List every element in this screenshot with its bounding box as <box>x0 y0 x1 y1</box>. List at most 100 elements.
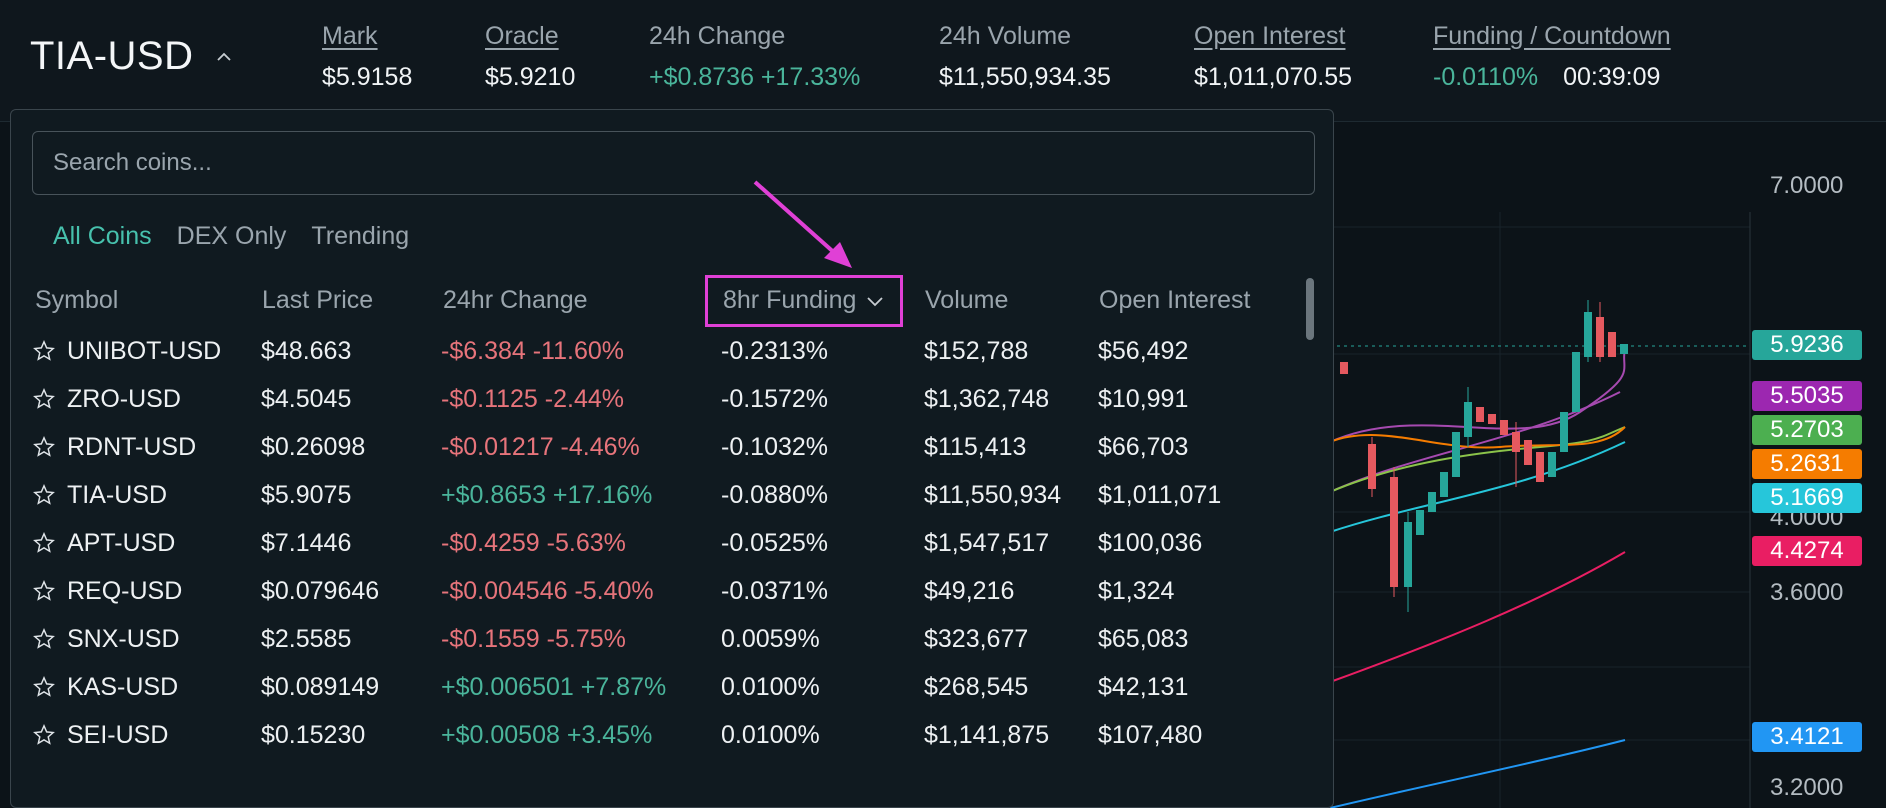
axis-label: 3.6000 <box>1770 579 1844 606</box>
cell-8hr-funding: 0.0100% <box>721 721 820 749</box>
cell-24hr-change: -$6.384 -11.60% <box>441 337 624 365</box>
cell-8hr-funding: 0.0059% <box>721 625 820 653</box>
stat-value: $1,011,070.55 <box>1194 63 1353 91</box>
cell-symbol: SEI-USD <box>67 721 169 749</box>
price-tag-ma2: 5.2703 <box>1752 415 1862 445</box>
star-icon[interactable] <box>33 580 55 602</box>
table-row[interactable]: UNIBOT-USD $48.663 -$6.384 -11.60% -0.2313%… <box>11 329 1311 377</box>
market-selector[interactable]: TIA-USD <box>30 34 232 79</box>
column-header-symbol[interactable]: Symbol <box>35 286 119 314</box>
cell-symbol: APT-USD <box>67 529 176 557</box>
cell-volume: $11,550,934 <box>924 481 1062 509</box>
cell-8hr-funding: -0.1572% <box>721 385 829 413</box>
stat-mark: Mark $5.9158 <box>322 22 412 92</box>
table-row[interactable]: KAS-USD $0.089149 +$0.006501 +7.87% 0.0100%… <box>11 665 1311 713</box>
scrollbar[interactable] <box>1306 278 1314 340</box>
cell-24hr-change: -$0.4259 -5.63% <box>441 529 626 557</box>
column-header-24hr-change[interactable]: 24hr Change <box>443 286 588 314</box>
market-dropdown: All Coins DEX Only Trending Symbol Last … <box>10 109 1334 808</box>
star-icon[interactable] <box>33 724 55 746</box>
stat-24h-change: 24h Change +$0.8736 +17.33% <box>649 22 860 92</box>
stat-oracle: Oracle $5.9210 <box>485 22 575 92</box>
cell-symbol: ZRO-USD <box>67 385 181 413</box>
column-header-8hr-funding[interactable]: 8hr Funding <box>723 286 884 315</box>
cell-open-interest: $66,703 <box>1098 433 1189 461</box>
stat-label[interactable]: Funding / Countdown <box>1433 22 1671 50</box>
stat-value: +$0.8736 +17.33% <box>649 63 861 91</box>
axis-label: 3.2000 <box>1770 774 1844 801</box>
price-tag-ma3: 5.2631 <box>1752 449 1862 479</box>
cell-last-price: $5.9075 <box>261 481 352 509</box>
cell-open-interest: $100,036 <box>1098 529 1203 557</box>
cell-last-price: $48.663 <box>261 337 352 365</box>
search-input[interactable] <box>32 131 1315 195</box>
cell-symbol: UNIBOT-USD <box>67 337 222 365</box>
table-row[interactable]: RDNT-USD $0.26098 -$0.01217 -4.46% -0.1032%… <box>11 425 1311 473</box>
cell-symbol: REQ-USD <box>67 577 183 605</box>
cell-last-price: $0.079646 <box>261 577 380 605</box>
stat-label[interactable]: Oracle <box>485 22 559 50</box>
price-tag-ma6: 3.4121 <box>1752 722 1862 752</box>
star-icon[interactable] <box>33 484 55 506</box>
cell-last-price: $4.5045 <box>261 385 352 413</box>
tab-all-coins[interactable]: All Coins <box>53 222 152 250</box>
cell-open-interest: $56,492 <box>1098 337 1189 365</box>
chart-canvas <box>1329 212 1751 808</box>
price-tag-mark: 5.9236 <box>1752 330 1862 360</box>
cell-open-interest: $1,324 <box>1098 577 1175 605</box>
tab-dex-only[interactable]: DEX Only <box>176 222 287 250</box>
table-row[interactable]: ZRO-USD $4.5045 -$0.1125 -2.44% -0.1572% $1,… <box>11 377 1311 425</box>
highlight-box <box>705 275 903 327</box>
table-row[interactable]: REQ-USD $0.079646 -$0.004546 -5.40% -0.0371… <box>11 569 1311 617</box>
market-name: TIA-USD <box>30 34 194 78</box>
stat-label[interactable]: Open Interest <box>1194 22 1346 50</box>
stat-value: $5.9210 <box>485 63 576 91</box>
price-tag-ma4: 5.1669 <box>1752 483 1862 513</box>
star-icon[interactable] <box>33 628 55 650</box>
price-tag-ma1: 5.5035 <box>1752 381 1862 411</box>
filter-tabs: All Coins DEX Only Trending <box>53 222 409 251</box>
funding-rate: -0.0110% <box>1433 63 1539 91</box>
market-header: TIA-USD Mark $5.9158 Oracle $5.9210 24h … <box>0 0 1886 122</box>
price-tag-ma5: 4.4274 <box>1752 536 1862 566</box>
cell-open-interest: $65,083 <box>1098 625 1189 653</box>
cell-symbol: SNX-USD <box>67 625 180 653</box>
chevron-down-icon <box>867 296 884 306</box>
stat-24h-volume: 24h Volume $11,550,934.35 <box>939 22 1111 92</box>
cell-last-price: $0.089149 <box>261 673 380 701</box>
cell-last-price: $2.5585 <box>261 625 352 653</box>
stat-label: 24h Change <box>649 22 786 50</box>
cell-24hr-change: +$0.00508 +3.45% <box>441 721 653 749</box>
axis-label: 7.0000 <box>1770 172 1844 199</box>
tab-trending[interactable]: Trending <box>311 222 410 250</box>
table-row[interactable]: TIA-USD $5.9075 +$0.8653 +17.16% -0.0880% $1… <box>11 473 1311 521</box>
star-icon[interactable] <box>33 436 55 458</box>
cell-24hr-change: -$0.1125 -2.44% <box>441 385 624 413</box>
cell-8hr-funding: -0.0880% <box>721 481 829 509</box>
stat-value: -0.0110% 00:39:09 <box>1433 63 1671 92</box>
star-icon[interactable] <box>33 532 55 554</box>
column-header-last-price[interactable]: Last Price <box>262 286 374 314</box>
table-row[interactable]: SNX-USD $2.5585 -$0.1559 -5.75% 0.0059% $323… <box>11 617 1311 665</box>
star-icon[interactable] <box>33 340 55 362</box>
column-header-volume[interactable]: Volume <box>925 286 1009 314</box>
column-header-open-interest[interactable]: Open Interest <box>1099 286 1251 314</box>
cell-volume: $1,141,875 <box>924 721 1050 749</box>
star-icon[interactable] <box>33 676 55 698</box>
cell-8hr-funding: 0.0100% <box>721 673 820 701</box>
table-row[interactable]: SEI-USD $0.15230 +$0.00508 +3.45% 0.0100% $1… <box>11 713 1311 761</box>
stat-label[interactable]: Mark <box>322 22 378 50</box>
cell-symbol: TIA-USD <box>67 481 167 509</box>
cell-open-interest: $107,480 <box>1098 721 1203 749</box>
cell-volume: $323,677 <box>924 625 1029 653</box>
star-icon[interactable] <box>33 388 55 410</box>
cell-8hr-funding: -0.2313% <box>721 337 829 365</box>
cell-24hr-change: -$0.01217 -4.46% <box>441 433 640 461</box>
stat-value: $11,550,934.35 <box>939 63 1111 91</box>
cell-volume: $49,216 <box>924 577 1015 605</box>
cell-volume: $1,362,748 <box>924 385 1050 413</box>
cell-24hr-change: -$0.1559 -5.75% <box>441 625 626 653</box>
cell-volume: $1,547,517 <box>924 529 1050 557</box>
table-row[interactable]: APT-USD $7.1446 -$0.4259 -5.63% -0.0525% $1,… <box>11 521 1311 569</box>
